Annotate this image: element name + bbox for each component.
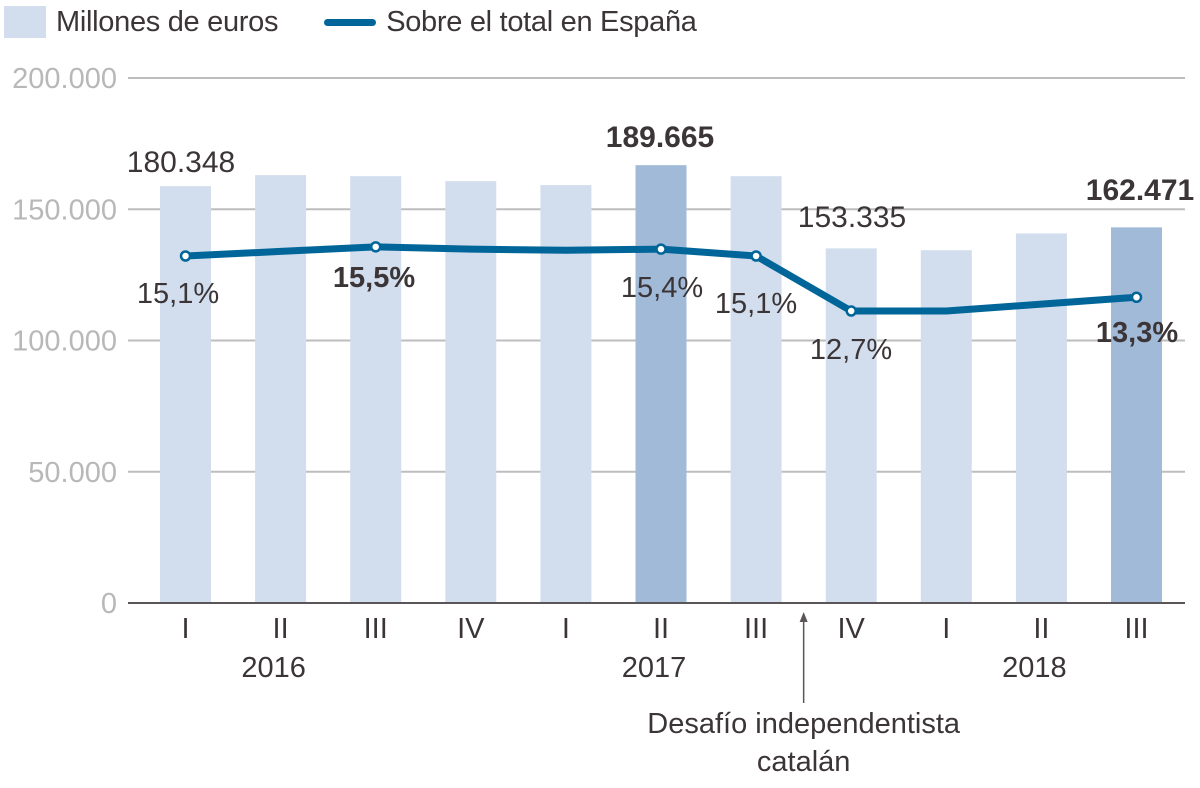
- y-tick-label: 50.000: [28, 457, 117, 489]
- bar: [160, 186, 211, 603]
- line-marker: [655, 243, 667, 255]
- share-value-label: 15,1%: [715, 288, 797, 320]
- x-tick-label: II: [273, 613, 289, 645]
- bar: [635, 165, 687, 603]
- x-tick-label: I: [181, 613, 189, 645]
- x-tick-label: II: [653, 613, 669, 645]
- bars: [160, 165, 1162, 604]
- legend-label-bars: Millones de euros: [56, 5, 279, 38]
- bar-value-label: 180.348: [127, 146, 235, 179]
- bar: [445, 181, 497, 603]
- y-tick-label: 200.000: [12, 63, 117, 95]
- x-tick-label: I: [942, 613, 950, 645]
- legend-swatch-line: [324, 18, 377, 26]
- share-value-label: 13,3%: [1096, 317, 1178, 349]
- bar-value-label: 162.471: [1086, 174, 1194, 207]
- year-label: 2018: [1002, 652, 1067, 684]
- x-tick-label: III: [364, 613, 388, 645]
- annotations: 180.348 189.665 153.335 162.471 15,1% 15,5% 15…: [127, 121, 1194, 778]
- y-tick-label: 100.000: [12, 326, 117, 358]
- year-label: 2016: [241, 652, 306, 684]
- line-series: [179, 241, 1143, 317]
- bar: [350, 176, 402, 604]
- legend-swatch-bars: [4, 6, 46, 38]
- legend-item-line: Sobre el total en España: [324, 5, 697, 39]
- bar-value-label: 153.335: [798, 201, 906, 234]
- bar: [255, 175, 307, 603]
- share-value-label: 15,1%: [137, 278, 219, 310]
- y-tick-label: 0: [101, 588, 117, 620]
- x-tick-label: II: [1033, 613, 1049, 645]
- bar-value-label: 189.665: [606, 121, 714, 154]
- line-marker: [179, 250, 192, 262]
- year-label: 2017: [622, 652, 687, 684]
- y-axis-labels: 0 50.000 100.000 150.000 200.000: [12, 63, 117, 620]
- line-marker: [1130, 291, 1143, 303]
- legend: Millones de euros Sobre el total en Espa…: [4, 0, 743, 44]
- bar: [1015, 233, 1067, 603]
- x-tick-label: I: [562, 613, 570, 645]
- bar: [540, 185, 592, 603]
- event-arrow-head: [799, 612, 808, 622]
- share-value-label: 12,7%: [810, 334, 892, 366]
- line-marker: [750, 250, 762, 262]
- event-annotation-label: catalán: [757, 746, 851, 778]
- bar: [730, 176, 782, 604]
- legend-item-bars: Millones de euros: [4, 6, 278, 39]
- bar: [920, 250, 972, 603]
- line-marker: [369, 241, 382, 253]
- bar: [1111, 227, 1162, 604]
- line-marker: [845, 305, 857, 317]
- x-tick-label: III: [744, 613, 768, 645]
- share-value-label: 15,5%: [333, 262, 415, 294]
- x-tick-label: IV: [457, 613, 485, 645]
- legend-label-line: Sobre el total en España: [386, 5, 697, 38]
- x-tick-label: IV: [837, 613, 865, 645]
- y-tick-label: 150.000: [12, 194, 117, 226]
- share-value-label: 15,4%: [621, 272, 703, 304]
- event-annotation-label: Desafío independentista: [647, 708, 961, 740]
- x-tick-label: III: [1124, 613, 1148, 645]
